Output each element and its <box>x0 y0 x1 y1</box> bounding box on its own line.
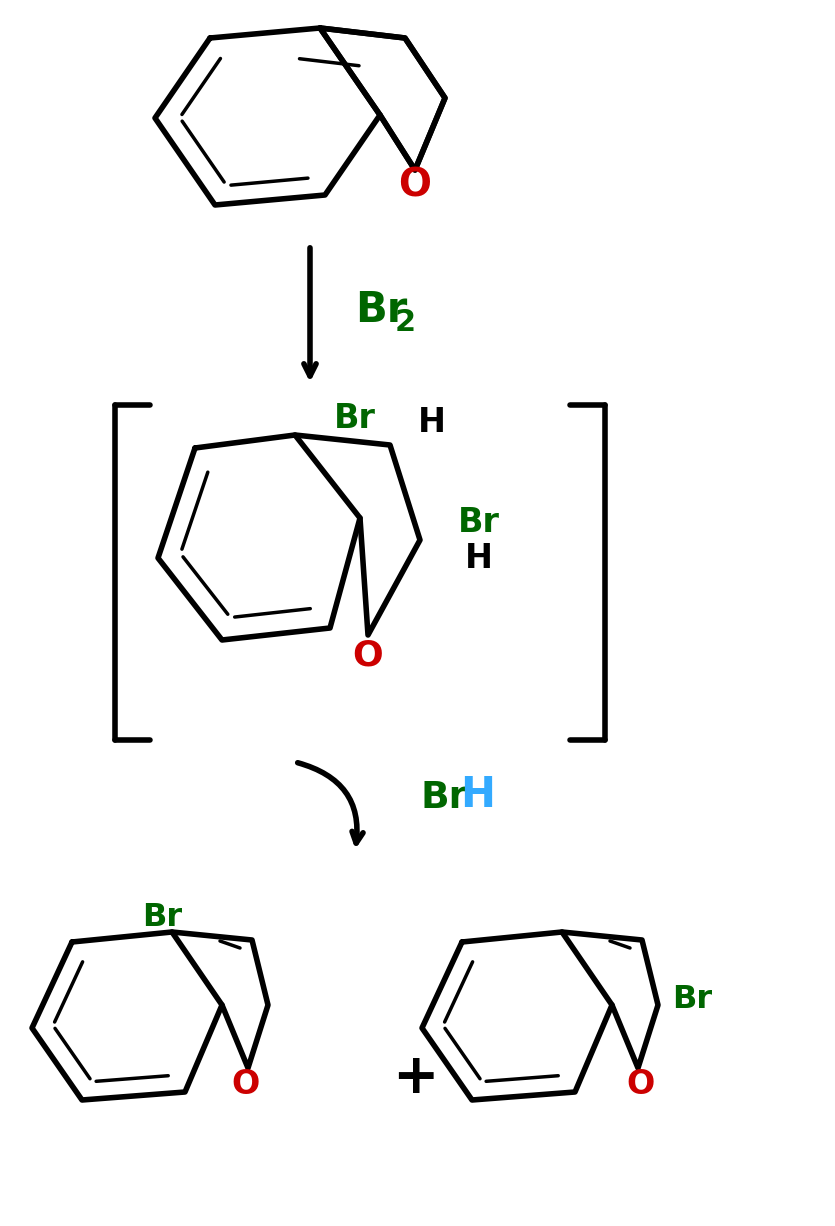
Text: Br: Br <box>458 505 500 538</box>
Text: H: H <box>465 542 493 575</box>
Text: H: H <box>418 406 446 439</box>
Text: O: O <box>230 1069 259 1101</box>
Text: Br: Br <box>672 984 712 1015</box>
Text: Br: Br <box>355 289 407 331</box>
Text: +: + <box>392 1051 438 1105</box>
Text: O: O <box>398 166 432 204</box>
Text: O: O <box>352 638 383 672</box>
Text: Br: Br <box>334 401 376 434</box>
Text: Br: Br <box>142 902 182 933</box>
Text: Br: Br <box>420 780 467 817</box>
Text: O: O <box>626 1069 654 1101</box>
Text: H: H <box>460 774 495 817</box>
Text: 2: 2 <box>395 308 416 336</box>
